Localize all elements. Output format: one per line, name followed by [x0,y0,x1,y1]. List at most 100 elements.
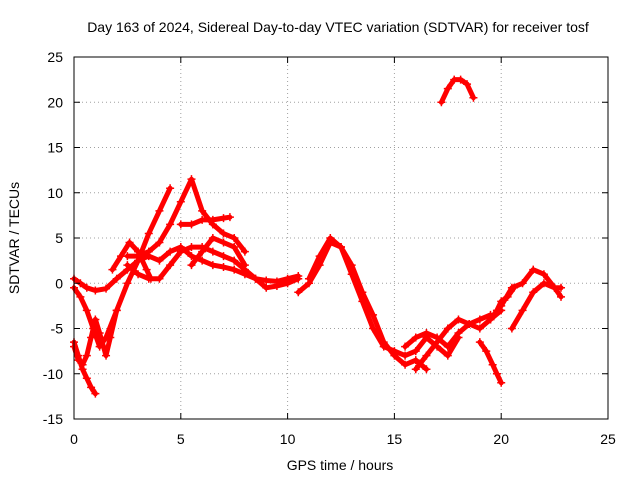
data-point-marker [87,333,96,342]
data-point-marker [411,365,420,374]
data-point-marker [422,351,431,360]
data-point-marker [497,378,506,387]
data-point-marker [557,292,566,301]
data-point-marker [230,234,239,242]
data-point-marker [176,247,185,256]
data-point-marker [315,252,324,261]
data-point-marker [76,292,85,301]
x-axis-label: GPS time / hours [287,457,394,473]
y-tick-label: 10 [47,185,63,201]
data-point-marker [518,279,527,288]
data-point-marker [95,329,104,338]
data-point-marker [294,288,303,297]
data-point-marker [219,229,228,238]
x-tick-label: 25 [600,431,616,447]
data-point-marker [198,215,207,224]
data-point-marker [123,261,132,270]
series-track-i [189,235,248,268]
data-point-marker [146,274,155,283]
data-point-marker [219,238,228,247]
data-point-marker [112,306,121,315]
data-point-marker [230,265,239,274]
data-point-marker [219,262,228,271]
y-axis-label: SDTVAR / TECUs [6,182,22,294]
data-point-marker [401,342,410,351]
data-point-marker [465,319,474,328]
data-point-marker [91,315,100,324]
y-tick-labels: 25 20 15 10 5 0 -5 -10 -15 [43,49,63,427]
data-point-marker [230,243,239,252]
data-point-marker [454,329,463,338]
data-point-marker [529,265,538,274]
data-point-marker [422,365,431,374]
data-point-marker [379,342,388,351]
data-point-marker [337,243,345,252]
data-point-marker [294,274,303,283]
data-point-marker [240,247,249,256]
data-point-marker [208,247,217,256]
data-point-marker [475,315,484,324]
data-point-marker [198,206,207,215]
grid-lines [74,57,608,419]
data-point-marker [475,324,484,333]
data-point-marker [144,229,153,238]
data-point-marker [155,274,164,283]
data-point-marker [507,324,516,333]
data-point-marker [422,329,431,338]
data-point-marker [492,306,501,315]
data-point-marker [155,256,164,265]
data-point-marker [492,369,501,378]
data-point-marker [486,315,495,324]
data-point-marker [390,347,399,356]
data-point-marker [166,247,175,256]
data-point-marker [108,265,117,274]
x-tick-label: 5 [177,431,185,447]
data-point-marker [529,288,538,297]
data-point-marker [102,351,111,360]
data-point-marker [82,306,91,315]
data-point-marker [550,283,559,292]
data-point-marker [112,274,121,283]
data-point-marker [78,360,87,369]
series-track-r [438,77,476,105]
data-point-marker [456,75,465,84]
data-point-marker [74,356,83,365]
data-point-marker [134,247,143,256]
data-point-marker [262,283,271,292]
y-tick-label: -5 [51,321,64,337]
data-point-marker [106,333,115,342]
data-point-marker [304,274,313,283]
data-point-marker [488,360,497,369]
data-point-marker [240,261,249,270]
data-point-marker [433,338,442,347]
data-point-marker [144,247,153,256]
data-point-marker [539,279,548,288]
data-point-marker [251,274,260,283]
x-tick-labels: 0 5 10 15 20 25 [70,431,616,447]
data-point-marker [176,220,185,229]
data-point-marker [208,234,217,242]
data-point-marker [208,215,217,224]
data-point-marker [142,265,151,274]
data-point-marker [463,80,472,89]
data-point-marker [262,276,271,285]
data-point-marker [411,333,420,342]
data-point-marker [497,301,506,310]
data-series [70,75,566,398]
data-point-marker [155,238,164,247]
data-point-marker [166,184,175,193]
tick-marks [73,56,609,420]
data-point-marker [166,261,175,270]
data-point-marker [208,261,217,270]
data-point-marker [102,284,111,293]
data-point-marker [219,214,228,223]
x-tick-label: 0 [70,431,78,447]
data-point-marker [443,351,452,360]
data-point-marker [401,351,410,360]
data-point-marker [82,283,91,292]
data-point-marker [198,247,207,256]
y-tick-label: 15 [47,140,63,156]
y-tick-label: 0 [55,275,63,291]
series-track-c [71,185,173,350]
chart-title: Day 163 of 2024, Sidereal Day-to-day VTE… [87,19,589,35]
